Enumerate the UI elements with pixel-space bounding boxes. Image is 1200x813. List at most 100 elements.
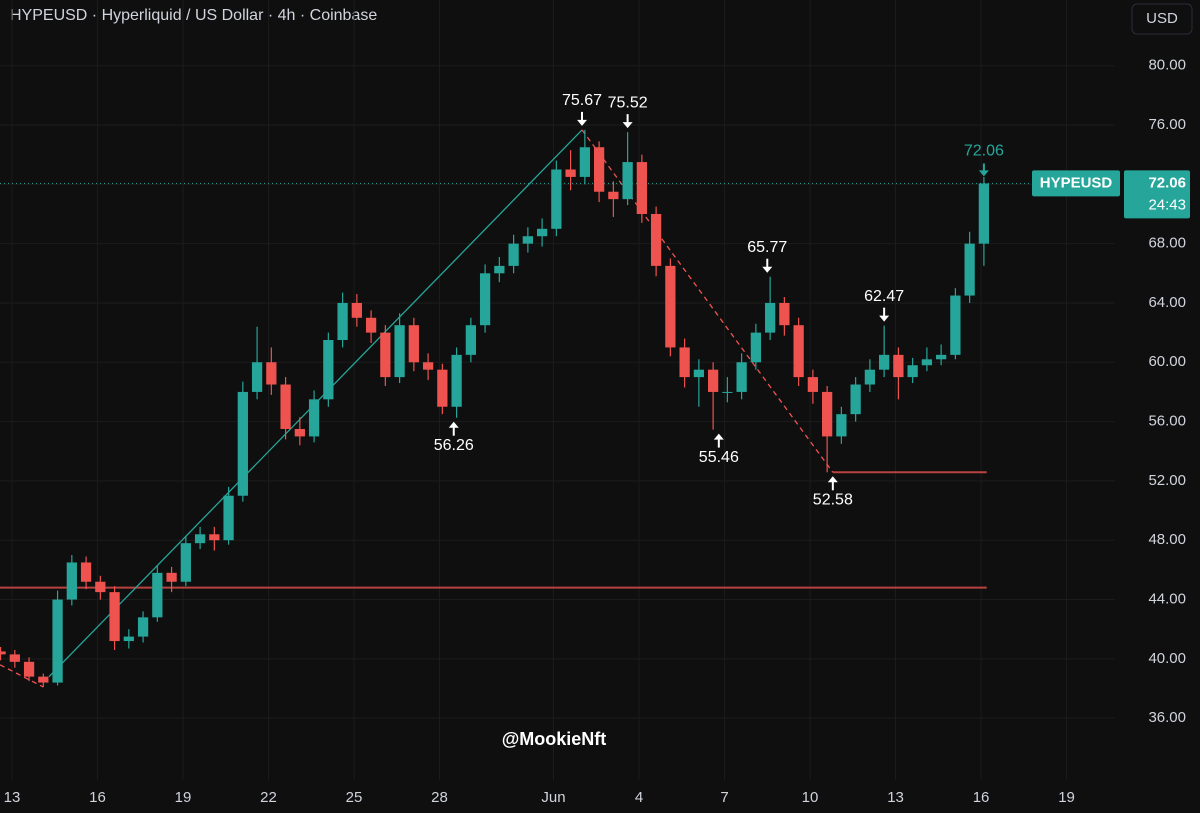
candle-body <box>736 362 747 392</box>
candle-body <box>807 377 819 392</box>
x-tick-label: 28 <box>431 789 448 806</box>
low-arrow <box>713 433 724 440</box>
x-tick-label: 13 <box>4 789 21 806</box>
candle-body <box>608 191 619 200</box>
plot <box>0 0 1115 780</box>
chart-title: HYPEUSD · Hyperliquid / US Dollar · 4h ·… <box>10 7 377 24</box>
y-tick-label: 80.00 <box>1148 57 1186 74</box>
candle-body <box>964 243 975 296</box>
candle-body <box>936 354 947 360</box>
last-arrow <box>978 170 989 177</box>
countdown: 24:43 <box>1148 196 1186 213</box>
candle-body <box>0 651 6 655</box>
candle-body <box>978 183 990 244</box>
high-arrow <box>577 119 588 126</box>
candle-body <box>508 243 519 266</box>
y-tick-label: 40.00 <box>1148 650 1186 667</box>
candle-body <box>437 369 448 407</box>
candle-body <box>465 325 476 355</box>
currency[interactable]: USD <box>1146 10 1178 27</box>
candle-body <box>365 317 377 333</box>
candle-body <box>408 325 419 363</box>
high-label: 65.77 <box>747 239 787 256</box>
y-tick-label: 44.00 <box>1148 591 1186 608</box>
high-label: 75.52 <box>608 94 648 111</box>
candle-body <box>223 495 234 541</box>
candle-body <box>779 302 790 326</box>
price-tag-text: 72.06 <box>1148 174 1186 191</box>
candle-body <box>451 354 462 407</box>
low-label: 52.58 <box>813 492 853 509</box>
x-tick-label: 16 <box>89 789 106 806</box>
last-label: 72.06 <box>964 143 1004 160</box>
candle-body <box>579 147 590 177</box>
candle-body <box>536 228 548 237</box>
high-arrow <box>622 122 633 129</box>
candle-body <box>137 617 149 637</box>
x-tick-label: Jun <box>541 789 565 806</box>
x-tick-label: 19 <box>175 789 192 806</box>
low-arrow <box>448 421 459 428</box>
candle-body <box>166 572 177 582</box>
candle-body <box>693 369 705 378</box>
candle-body <box>308 399 320 437</box>
y-tick-label: 36.00 <box>1148 709 1186 726</box>
candle-body <box>650 213 662 266</box>
x-tick-label: 19 <box>1058 789 1075 806</box>
candle-body <box>522 236 533 244</box>
watermark: @MookieNft <box>502 729 607 749</box>
candle-body <box>907 365 918 378</box>
y-tick-label: 56.00 <box>1148 413 1186 430</box>
x-tick-label: 22 <box>260 789 277 806</box>
candle-body <box>294 429 305 437</box>
low-arrow <box>827 476 838 483</box>
candle-body <box>551 169 562 229</box>
trend-line <box>0 664 44 688</box>
candle-body <box>323 340 334 400</box>
y-tick-label: 68.00 <box>1148 235 1186 252</box>
candle-body <box>23 661 35 677</box>
x-tick-label: 7 <box>720 789 728 806</box>
candle-body <box>821 391 833 437</box>
x-tick-label: 13 <box>887 789 904 806</box>
low-label: 55.46 <box>699 449 739 466</box>
candle-body <box>52 599 63 683</box>
candle-body <box>850 384 861 415</box>
y-tick-label: 76.00 <box>1148 116 1186 133</box>
candle-body <box>921 359 933 366</box>
candle-body <box>679 347 690 378</box>
price-tag <box>1124 170 1190 219</box>
candle-body <box>893 354 904 378</box>
candle-body <box>593 147 605 192</box>
high-arrow <box>762 266 773 273</box>
candle-body <box>66 562 77 600</box>
symbol-tag <box>1032 170 1120 197</box>
high-arrow <box>879 315 890 322</box>
candle-body <box>722 391 733 393</box>
candle-body <box>565 169 576 177</box>
candle-body <box>665 265 676 348</box>
candle-body <box>750 332 762 363</box>
candle-body <box>380 332 391 378</box>
candle-body <box>180 543 191 582</box>
candle-body <box>836 414 847 437</box>
candle-body <box>280 384 291 429</box>
candle-body <box>337 302 348 341</box>
candle-body <box>251 362 263 392</box>
x-tick-label: 16 <box>973 789 990 806</box>
x-tick-label: 25 <box>346 789 363 806</box>
candle-body <box>209 534 220 541</box>
y-tick-label: 52.00 <box>1148 472 1186 489</box>
candle-body <box>394 325 405 378</box>
x-tick-label: 10 <box>802 789 819 806</box>
candle-body <box>80 562 92 582</box>
candle-body <box>793 325 804 378</box>
y-tick-label: 64.00 <box>1148 294 1186 311</box>
candle-body <box>38 676 49 683</box>
low-label: 56.26 <box>434 437 474 454</box>
candle-body <box>864 369 876 385</box>
high-label: 62.47 <box>864 288 904 305</box>
currency-box[interactable] <box>1131 3 1193 35</box>
